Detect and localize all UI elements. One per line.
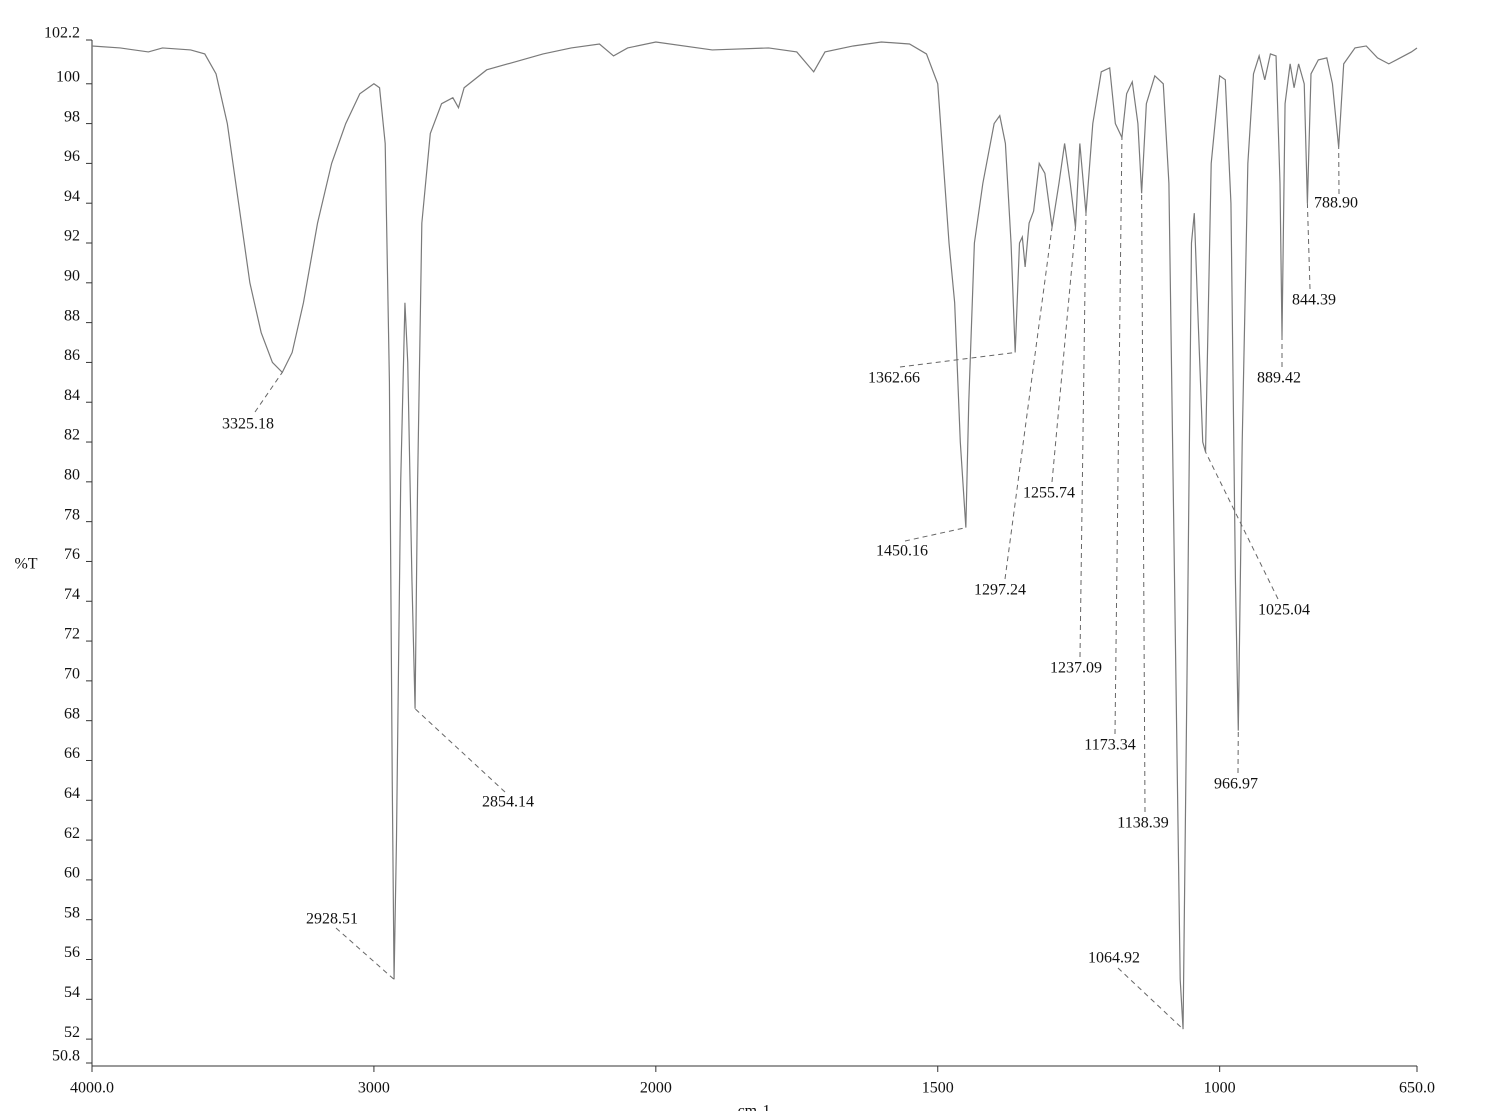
peak-leader (414, 708, 506, 793)
peak-leader (1117, 967, 1184, 1030)
y-tick-label: 92 (64, 228, 80, 245)
peak-leader (1205, 451, 1279, 600)
y-tick-label: 90 (64, 267, 80, 284)
peak-label: 1138.39 (1117, 815, 1168, 832)
peak-label: 1450.16 (876, 543, 928, 560)
peak-label: 2854.14 (482, 794, 534, 811)
y-tick-label: 84 (64, 387, 80, 404)
y-tick-label: 52 (64, 1024, 80, 1041)
y-tick-label: 78 (64, 506, 80, 523)
y-tick-label: 86 (64, 347, 80, 364)
peak-label: 1297.24 (974, 582, 1026, 599)
y-tick-label: 88 (64, 307, 80, 324)
y-tick-label: 74 (64, 586, 80, 603)
y-tick-label: 68 (64, 705, 80, 722)
y-tick-label: 72 (64, 626, 80, 643)
peak-label: 1064.92 (1088, 950, 1140, 967)
peak-label: 1237.09 (1050, 660, 1102, 677)
peak-leader (1114, 137, 1123, 735)
y-tick-label: 66 (64, 745, 80, 762)
y-tick-label: 100 (56, 68, 80, 85)
x-tick-label: 2000 (640, 1080, 672, 1097)
x-tick-label: 1500 (922, 1080, 954, 1097)
peak-label: 889.42 (1257, 370, 1301, 387)
x-axis-label: cm-1 (738, 1103, 771, 1111)
x-tick-label: 650.0 (1399, 1080, 1435, 1097)
x-tick-label: 4000.0 (70, 1080, 114, 1097)
y-tick-label: 54 (64, 984, 80, 1001)
y-tick-label: 70 (64, 666, 80, 683)
peak-leader (1051, 227, 1076, 483)
peak-leader (899, 351, 1016, 368)
peak-leader (904, 527, 966, 542)
peak-label: 2928.51 (306, 911, 358, 928)
peak-label: 966.97 (1214, 776, 1258, 793)
y-tick-label: 80 (64, 467, 80, 484)
y-tick-label: 102.2 (44, 25, 80, 42)
y-tick-label: 82 (64, 427, 80, 444)
y-tick-label: 98 (64, 108, 80, 125)
peak-label: 1025.04 (1258, 602, 1310, 619)
peak-label: 1173.34 (1084, 737, 1135, 754)
x-tick-label: 1000 (1204, 1080, 1236, 1097)
y-tick-label: 62 (64, 825, 80, 842)
y-tick-label: 64 (64, 785, 80, 802)
spectrum-line (91, 41, 1418, 1030)
peak-label: 1362.66 (868, 370, 920, 387)
peak-leader (1141, 193, 1146, 813)
y-axis-label: %T (14, 556, 37, 573)
y-tick-label: 76 (64, 546, 80, 563)
y-tick-label: 50.8 (52, 1048, 80, 1065)
peak-label: 1255.74 (1023, 485, 1075, 502)
x-tick-label: 3000 (358, 1080, 390, 1097)
peak-leader (335, 927, 395, 980)
peak-label: 3325.18 (222, 416, 274, 433)
y-tick-label: 56 (64, 944, 80, 961)
peak-label: 788.90 (1314, 195, 1358, 212)
peak-leader (254, 372, 283, 413)
y-tick-label: 94 (64, 188, 80, 205)
peak-label: 844.39 (1292, 292, 1336, 309)
peak-leader (1079, 213, 1087, 658)
y-tick-label: 58 (64, 904, 80, 921)
y-tick-label: 60 (64, 865, 80, 882)
y-tick-label: 96 (64, 148, 80, 165)
